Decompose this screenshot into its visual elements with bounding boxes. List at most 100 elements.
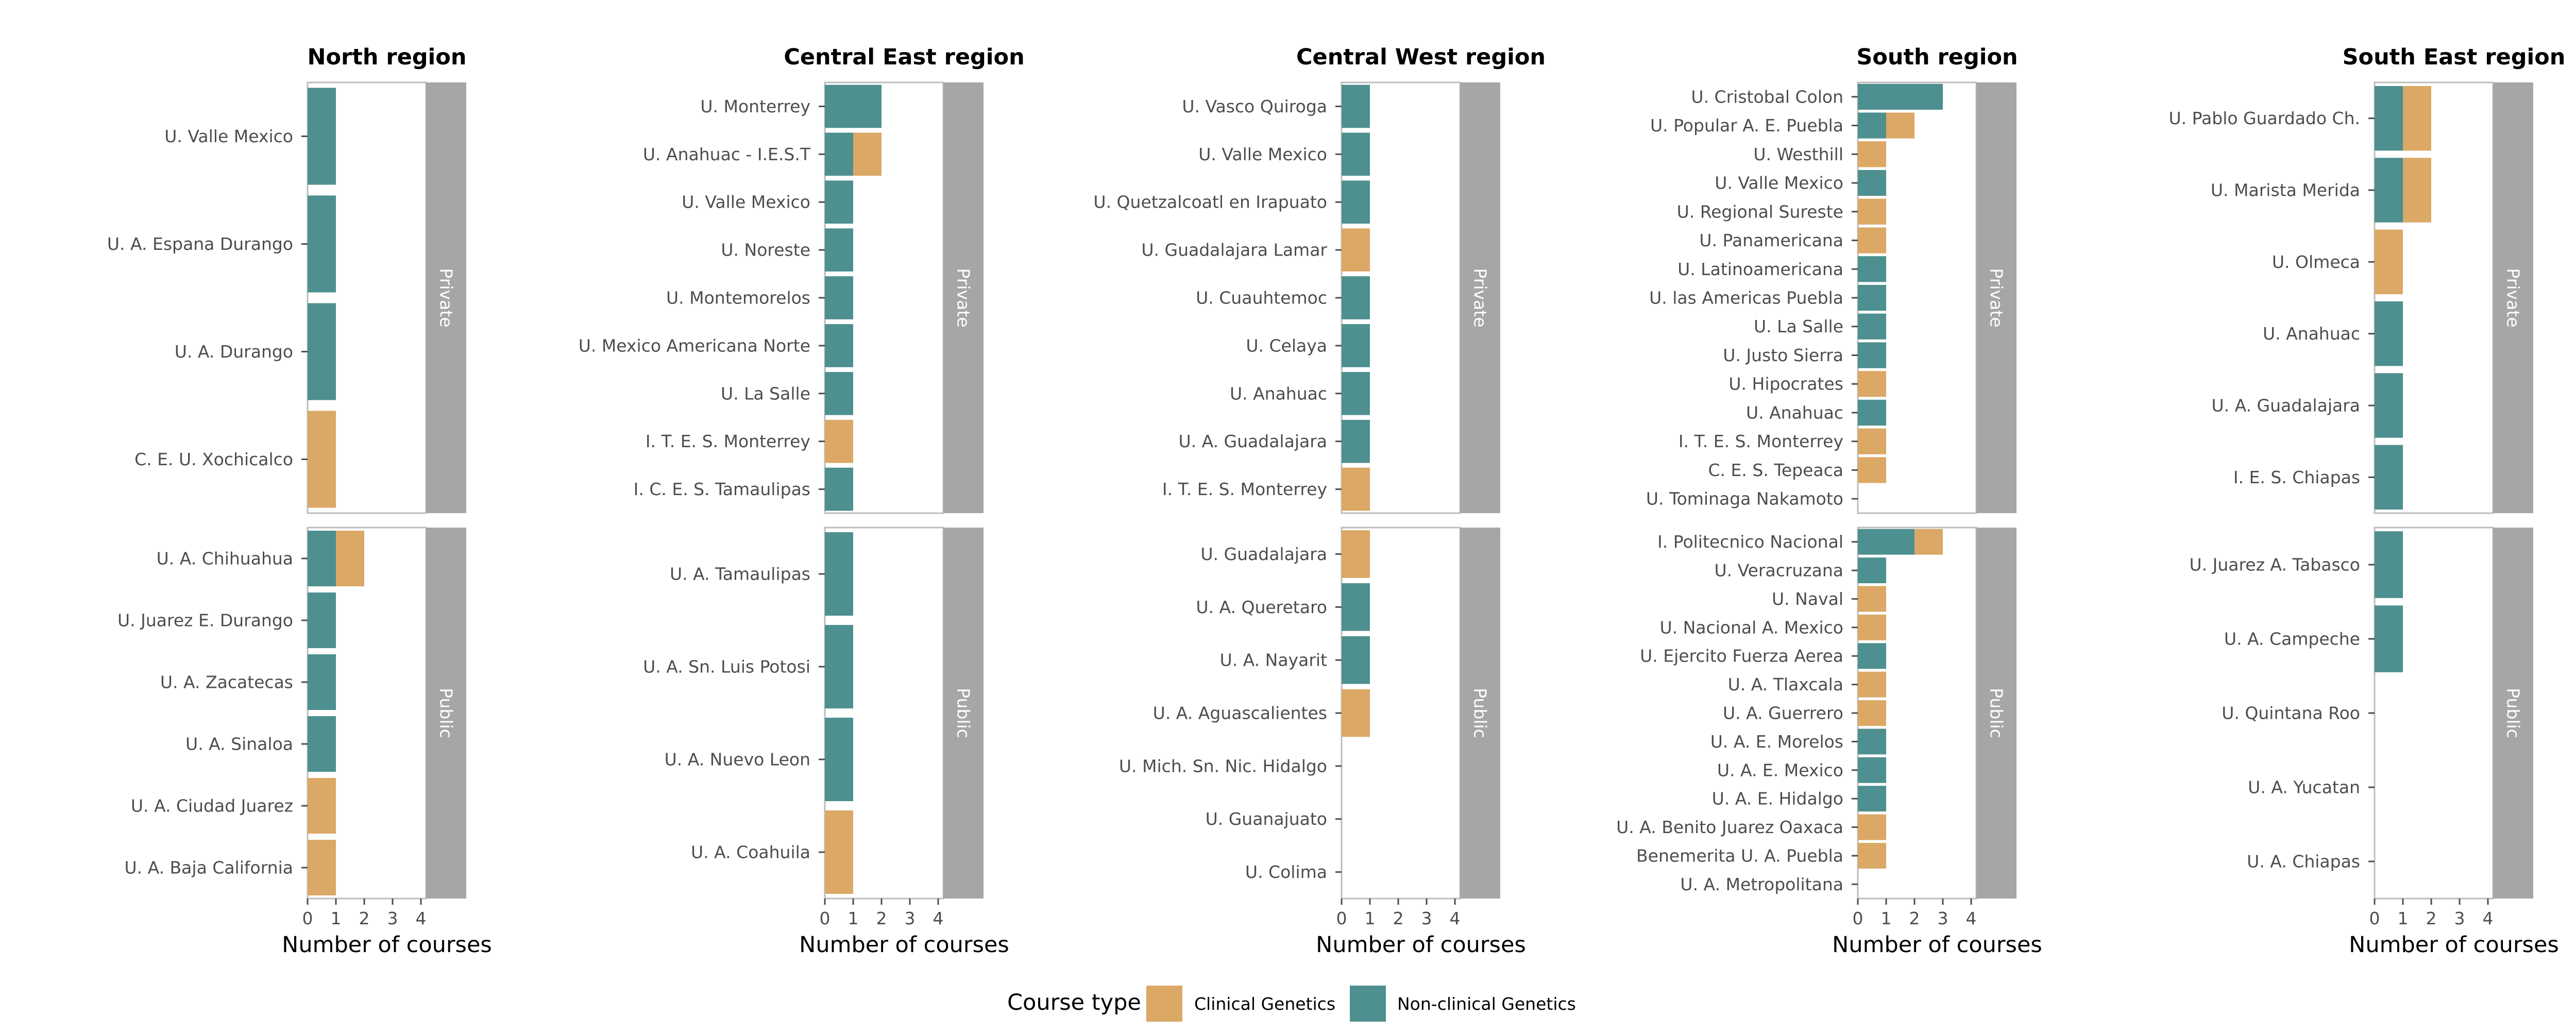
bar-clinical-u-nacional-a-mexico	[1858, 614, 1886, 640]
facet-strip	[1976, 528, 2016, 899]
bar-clinical-u-hipocrates	[1858, 371, 1886, 397]
category-label: U. A. Sn. Luis Potosi	[643, 657, 810, 677]
bar-non-clinical-i-e-s-chiapas	[2375, 445, 2403, 510]
category-label: U. Panamericana	[1699, 230, 1843, 250]
bar-non-clinical-u-a-nayarit	[1342, 636, 1370, 684]
bar-clinical-u-popular-a-e-puebla	[1886, 112, 1914, 139]
x-tick-label: 0	[1336, 908, 1347, 928]
bar-non-clinical-u-las-americas-puebla	[1858, 284, 1886, 311]
bar-non-clinical-u-a-espana-durango	[308, 195, 336, 293]
category-label: U. A. Guerrero	[1723, 703, 1843, 723]
x-tick-label: 0	[1853, 908, 1863, 928]
category-label: U. Valle Mexico	[164, 126, 293, 146]
bar-non-clinical-u-a-guadalajara	[2375, 373, 2403, 438]
x-axis-title: Number of courses	[1832, 932, 2042, 958]
category-label: U. A. Guadalajara	[1178, 431, 1327, 451]
bar-clinical-u-a-guerrero	[1858, 700, 1886, 726]
facet-strip	[943, 82, 984, 513]
category-label: U. Latinoamericana	[1677, 259, 1843, 279]
category-label: U. A. Baja California	[124, 858, 293, 878]
category-label: U. Juarez E. Durango	[117, 611, 293, 631]
x-axis-title: Number of courses	[282, 932, 492, 958]
x-tick-label: 1	[1881, 908, 1892, 928]
category-label: U. Hipocrates	[1728, 374, 1843, 394]
category-label: U. A. Ciudad Juarez	[131, 796, 293, 816]
bar-clinical-c-e-s-tepeaca	[1858, 457, 1886, 483]
bar-non-clinical-u-quetzalcoatl-en-irapuato	[1342, 180, 1370, 224]
bar-non-clinical-u-juarez-a-tabasco	[2375, 531, 2403, 598]
facet-strip	[1460, 82, 1500, 513]
facet-strip-label: Private	[954, 268, 974, 327]
bar-clinical-u-regional-sureste	[1858, 198, 1886, 225]
bar-non-clinical-u-justo-sierra	[1858, 342, 1886, 368]
bar-non-clinical-u-cuauhtemoc	[1342, 276, 1370, 319]
category-label: U. Juarez A. Tabasco	[2189, 555, 2360, 575]
facet-strip-label: Private	[436, 268, 456, 327]
x-tick-label: 1	[331, 908, 342, 928]
bar-clinical-u-marista-merida	[2403, 158, 2431, 223]
category-label: U. A. Aguascalientes	[1153, 703, 1327, 723]
bar-clinical-benemerita-u-a-puebla	[1858, 843, 1886, 869]
facet-strip	[426, 528, 466, 899]
category-label: U. Anahuac	[2263, 324, 2360, 344]
bar-non-clinical-u-valle-mexico	[1858, 170, 1886, 196]
category-label: U. Valle Mexico	[1715, 173, 1843, 193]
bar-non-clinical-u-latinoamericana	[1858, 256, 1886, 282]
bar-non-clinical-u-juarez-e-durango	[308, 592, 336, 648]
legend-swatch-non-clinical	[1350, 986, 1386, 1022]
bar-non-clinical-u-anahuac	[1858, 399, 1886, 426]
bar-clinical-u-anahuac-i-e-s-t	[853, 132, 882, 176]
facet-strip	[2493, 528, 2533, 899]
bar-non-clinical-u-la-salle	[1858, 313, 1886, 340]
legend: Course type Clinical Genetics Non-clinical…	[1007, 986, 1576, 1022]
bar-non-clinical-u-ejercito-fuerza-aerea	[1858, 643, 1886, 669]
bar-non-clinical-u-anahuac	[1342, 371, 1370, 415]
category-label: I. T. E. S. Monterrey	[1162, 479, 1327, 499]
category-label: U. A. Metropolitana	[1680, 874, 1843, 894]
bar-non-clinical-u-a-sinaloa	[308, 716, 336, 772]
category-label: U. Quintana Roo	[2222, 703, 2360, 723]
bar-clinical-u-olmeca	[2375, 229, 2403, 295]
panel-frame	[307, 527, 427, 900]
bar-clinical-u-guadalajara	[1342, 530, 1370, 578]
bar-clinical-u-a-ciudad-juarez	[308, 778, 336, 834]
category-label: U. Valle Mexico	[1198, 144, 1327, 164]
region-north-region: North region Private U. Valle Mexico U. A. …	[107, 44, 492, 958]
bar-non-clinical-u-la-salle	[825, 371, 853, 415]
bar-clinical-u-panamericana	[1858, 227, 1886, 253]
x-axis-title: Number of courses	[799, 932, 1009, 958]
facet-strip-label: Private	[2503, 268, 2523, 327]
category-label: U. A. Benito Juarez Oaxaca	[1616, 817, 1843, 837]
category-label: U. Quetzalcoatl en Irapuato	[1093, 192, 1327, 212]
x-tick-label: 3	[2454, 908, 2465, 928]
bar-clinical-u-pablo-guardado-ch	[2403, 86, 2431, 151]
bar-non-clinical-u-a-e-mexico	[1858, 757, 1886, 783]
category-label: U. Monterrey	[700, 96, 810, 116]
category-label: U. Popular A. E. Puebla	[1650, 115, 1843, 136]
category-label: U. las Americas Puebla	[1649, 288, 1843, 308]
legend-label-non-clinical: Non-clinical Genetics	[1397, 994, 1576, 1014]
bar-non-clinical-u-a-tamaulipas	[825, 532, 853, 616]
facet-strip-label: Public	[954, 688, 974, 738]
category-label: U. A. Chihuahua	[157, 549, 293, 569]
category-label: U. Cuauhtemoc	[1196, 288, 1327, 308]
legend-label-clinical: Clinical Genetics	[1194, 994, 1335, 1014]
category-label: U. A. Tlaxcala	[1728, 674, 1843, 695]
bar-non-clinical-u-veracruzana	[1858, 557, 1886, 583]
category-label: I. C. E. S. Tamaulipas	[634, 479, 810, 499]
facet-public: Public I. Politecnico Nacional U. Veracruz…	[1616, 527, 2016, 900]
bar-non-clinical-u-celaya	[1342, 324, 1370, 367]
bar-clinical-i-politecnico-nacional	[1914, 529, 1943, 555]
category-label: U. Naval	[1772, 589, 1843, 609]
x-tick-label: 2	[359, 908, 370, 928]
facet-strip-label: Public	[436, 688, 456, 738]
category-label: U. A. Espana Durango	[107, 234, 293, 254]
bar-non-clinical-u-a-sn-luis-potosi	[825, 625, 853, 708]
category-label: C. E. S. Tepeaca	[1708, 460, 1843, 480]
bar-clinical-c-e-u-xochicalco	[308, 411, 336, 508]
bar-non-clinical-u-a-chihuahua	[308, 531, 336, 586]
bar-non-clinical-i-c-e-s-tamaulipas	[825, 467, 853, 511]
category-label: I. Politecnico Nacional	[1657, 532, 1843, 552]
facet-strip-label: Private	[1987, 268, 2007, 327]
